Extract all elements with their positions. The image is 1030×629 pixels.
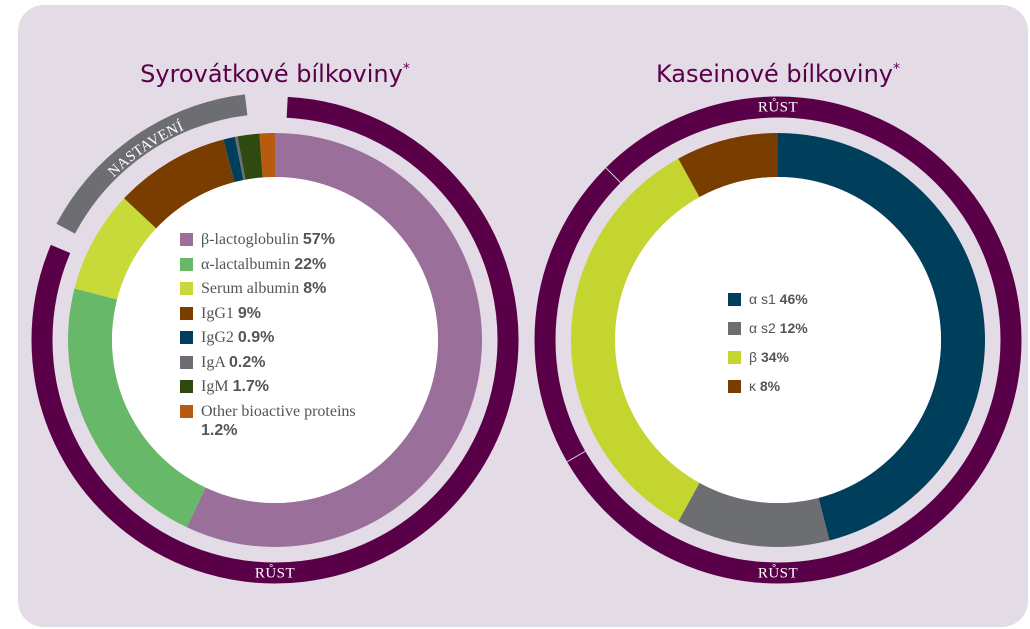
legend-text: α s1 46% [749, 290, 808, 309]
legend-item: β-lactoglobulin 57% [180, 230, 370, 249]
legend-value: 57% [302, 231, 335, 248]
legend-swatch [180, 233, 193, 246]
legend-label: Serum albumin [201, 280, 300, 297]
legend-text: Other bioactive proteins 1.2% [201, 402, 370, 440]
ring-label: RŮST [255, 563, 295, 581]
legend-text: β 34% [749, 348, 789, 367]
legend-value: 22% [294, 255, 327, 273]
legend-item: IgA 0.2% [180, 353, 370, 372]
legend-value: 46% [779, 291, 808, 307]
legend-label: κ [749, 378, 756, 394]
legend-swatch [728, 322, 741, 335]
legend-swatch [180, 306, 193, 320]
legend-text: IgA 0.2% [201, 353, 265, 372]
legend-label: α-lactalbumin [201, 255, 291, 273]
legend-text: α s2 12% [749, 319, 808, 338]
ring-label: RŮST [758, 563, 798, 581]
legend-swatch [728, 380, 741, 393]
legend-item: α s2 12% [728, 319, 808, 338]
legend-label: α s2 [749, 320, 776, 336]
legend-text: IgM 1.7% [201, 377, 269, 396]
legend-swatch [180, 331, 193, 344]
legend-label: Other bioactive proteins [201, 402, 356, 420]
legend-value: 8% [303, 280, 327, 297]
ring-divider [566, 450, 586, 463]
legend-item: α-lactalbumin 22% [180, 255, 370, 274]
legend-label: β [749, 349, 758, 365]
title-text: Syrovátkové bílkoviny [140, 60, 403, 88]
legend-label: β-lactoglobulin [201, 231, 299, 248]
donut-slice [678, 133, 778, 198]
donut-hole [112, 177, 438, 503]
legend-swatch [180, 380, 193, 393]
legend-value: 12% [779, 320, 808, 336]
legend-label: IgM [201, 378, 229, 395]
donut-slice [678, 482, 830, 547]
legend-swatch [180, 404, 193, 418]
legend-value: 0.2% [229, 353, 266, 371]
ring-arc-setup [56, 94, 248, 234]
legend-item: IgM 1.7% [180, 377, 370, 396]
legend-text: Serum albumin 8% [201, 279, 326, 298]
legend-swatch [180, 282, 193, 295]
title-mark: * [893, 61, 900, 77]
chart-title: Syrovátkové bílkoviny* [140, 60, 410, 88]
legend-item: IgG2 0.9% [180, 328, 370, 347]
donut-slice [778, 133, 985, 541]
legend-item: Serum albumin 8% [180, 279, 370, 298]
legend-label: IgG2 [201, 329, 234, 346]
donut-slice [237, 133, 263, 180]
legend-swatch [180, 257, 193, 271]
donut-slice [259, 133, 275, 178]
donut-hole [615, 177, 941, 503]
legend-item: α s1 46% [728, 290, 808, 309]
legend-text: κ 8% [749, 377, 780, 396]
legend-value: 1.2% [201, 421, 238, 439]
legend-text: β-lactoglobulin 57% [201, 230, 335, 249]
ring [534, 96, 1022, 584]
legend-value: 34% [760, 349, 789, 365]
donut-slice [74, 198, 157, 300]
legend: β-lactoglobulin 57% α-lactalbumin 22% Seru… [180, 230, 370, 445]
legend-value: 9% [237, 304, 262, 322]
chart-title: Kaseinové bílkoviny* [656, 60, 900, 88]
legend-text: IgG2 0.9% [201, 328, 274, 347]
legend-label: IgA [201, 353, 225, 371]
legend-swatch [180, 355, 193, 369]
donut-slice [68, 288, 206, 528]
legend-swatch [728, 351, 741, 364]
ring-divider [605, 167, 622, 184]
legend: α s1 46% α s2 12% β 34% κ 8% [728, 290, 808, 406]
title-text: Kaseinové bílkoviny [656, 60, 893, 88]
donut-slice [186, 133, 483, 548]
legend-item: Other bioactive proteins 1.2% [180, 402, 370, 440]
legend-label: α s1 [749, 291, 776, 307]
legend-item: κ 8% [728, 377, 808, 396]
donut-slice [234, 136, 246, 181]
donut-slice [124, 139, 235, 229]
legend-text: IgG1 9% [201, 304, 261, 323]
legend-label: IgG1 [201, 304, 234, 322]
donut-slice [570, 158, 700, 522]
legend-swatch [728, 293, 741, 306]
legend-item: IgG1 9% [180, 304, 370, 323]
donut-slice [223, 136, 244, 183]
ring-arc [31, 96, 519, 584]
legend-value: 0.9% [237, 329, 275, 346]
ring-label: RŮST [758, 97, 798, 115]
legend-item: β 34% [728, 348, 808, 367]
legend-value: 1.7% [232, 378, 270, 395]
title-mark: * [403, 61, 410, 77]
legend-text: α-lactalbumin 22% [201, 255, 326, 274]
legend-value: 8% [759, 378, 781, 394]
